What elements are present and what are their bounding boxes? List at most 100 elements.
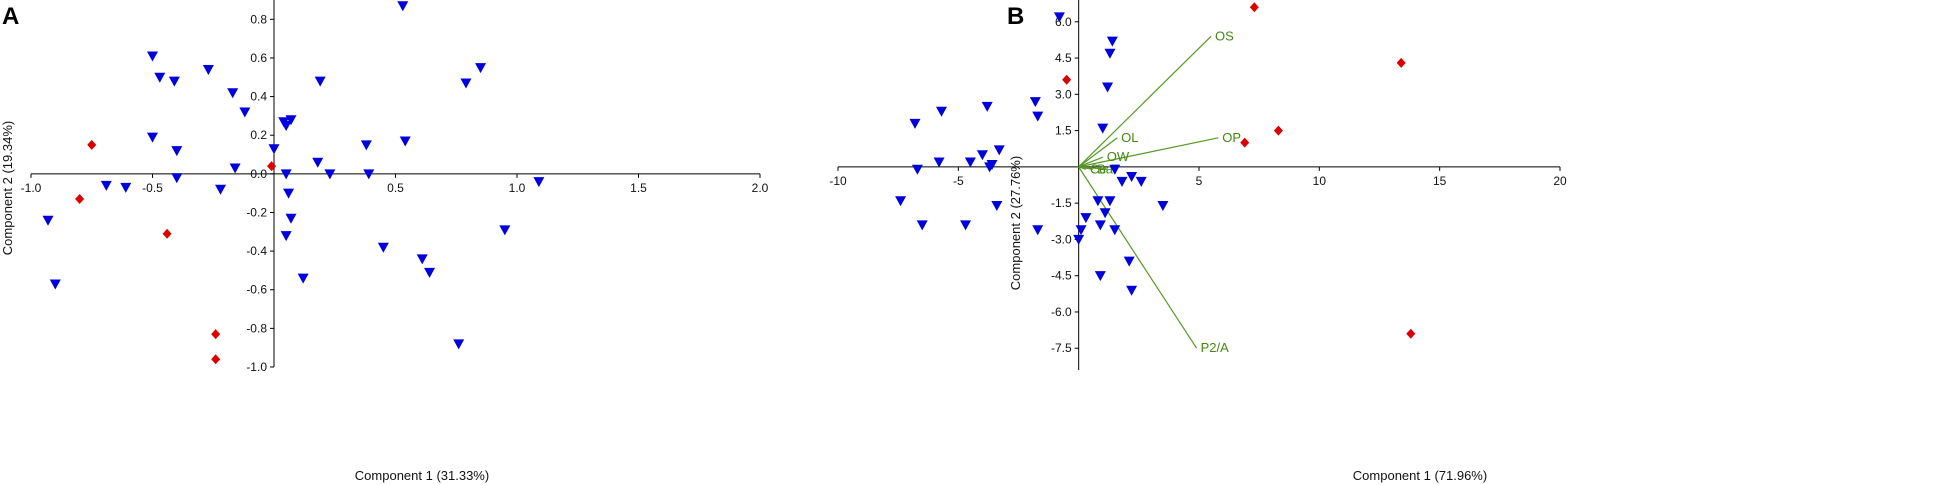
- data-point-triangle: [297, 273, 309, 284]
- x-tick-label: 15: [1433, 174, 1447, 188]
- data-point-triangle: [1116, 176, 1128, 187]
- loading-label: OW: [1107, 149, 1130, 164]
- data-point-triangle: [1135, 176, 1147, 187]
- y-tick-label: -0.4: [246, 244, 267, 258]
- data-point-triangle: [360, 140, 372, 151]
- data-point-triangle: [314, 76, 326, 87]
- loading-label: OS: [1215, 28, 1234, 43]
- loading-label: OL: [1121, 130, 1138, 145]
- data-point-triangle: [1102, 82, 1114, 93]
- y-tick-label: -0.6: [246, 283, 267, 297]
- data-point-triangle: [280, 121, 292, 132]
- data-point-triangle: [1109, 164, 1121, 175]
- x-tick-label: 1.0: [509, 181, 526, 195]
- panel-b: B Component 1 (71.96%) Component 2 (27.7…: [829, 0, 1567, 483]
- y-tick-label: 3.0: [1055, 87, 1072, 101]
- x-tick-label: -5: [953, 174, 964, 188]
- y-axis-title-b: Component 2 (27.76%): [1008, 156, 1023, 290]
- y-tick-label: -4.5: [1051, 269, 1072, 283]
- x-axis-title-a: Component 1 (31.33%): [355, 468, 489, 483]
- x-tick-label: -0.5: [142, 181, 163, 195]
- data-point-triangle: [991, 201, 1003, 212]
- data-point-triangle: [981, 101, 993, 112]
- y-tick-label: -3.0: [1051, 232, 1072, 246]
- data-point-triangle: [147, 132, 158, 143]
- data-point-triangle: [168, 76, 180, 87]
- data-point-triangle: [911, 164, 923, 175]
- data-point-triangle: [933, 157, 945, 168]
- data-point-diamond: [87, 139, 97, 150]
- data-point-triangle: [976, 150, 988, 161]
- y-tick-label: -0.8: [246, 321, 267, 335]
- data-point-triangle: [453, 339, 465, 350]
- data-point-triangle: [935, 106, 947, 117]
- data-point-triangle: [1075, 225, 1087, 236]
- data-point-triangle: [280, 169, 292, 180]
- loading-label: OP: [1222, 130, 1241, 145]
- data-point-triangle: [1123, 256, 1135, 267]
- data-point-triangle: [916, 220, 928, 231]
- data-point-triangle: [229, 163, 241, 174]
- data-point-triangle: [377, 242, 389, 253]
- data-point-triangle: [1094, 271, 1106, 282]
- x-tick-label: -1.0: [21, 181, 42, 195]
- data-point-triangle: [100, 180, 112, 191]
- data-point-diamond: [1273, 125, 1283, 136]
- data-point-triangle: [171, 173, 183, 184]
- loading-vector-os: [1078, 35, 1212, 168]
- data-point-triangle: [1032, 111, 1044, 122]
- y-tick-label: 0.8: [250, 12, 267, 26]
- data-point-diamond: [1062, 74, 1072, 85]
- y-tick-label: 0.0: [250, 167, 267, 181]
- y-tick-label: -6.0: [1051, 305, 1072, 319]
- plot-area-b: -10 -5 5 10 15 206.04.53.01.5-1.5-3.0-4.5-6.0…: [829, 0, 1567, 370]
- data-point-triangle: [1109, 225, 1121, 236]
- data-point-triangle: [283, 188, 295, 199]
- x-tick-label: 2.0: [752, 181, 769, 195]
- data-point-triangle: [147, 51, 158, 62]
- data-point-triangle: [1029, 97, 1041, 108]
- loading-vector-t: [1078, 166, 1108, 170]
- panel-letter-a: A: [2, 3, 19, 30]
- loading-vector-ol: [1078, 137, 1118, 168]
- x-tick-label: 0.5: [387, 181, 404, 195]
- data-point-diamond: [211, 354, 221, 365]
- y-tick-label: 4.5: [1055, 51, 1072, 65]
- y-axis-title-a: Component 2 (19.34%): [0, 121, 15, 255]
- data-point-triangle: [416, 254, 428, 265]
- data-point-triangle: [964, 157, 976, 168]
- data-point-triangle: [324, 169, 336, 180]
- data-point-triangle: [202, 65, 214, 76]
- y-tick-label: -1.5: [1051, 196, 1072, 210]
- data-point-triangle: [960, 220, 972, 231]
- loading-vector-ow: [1078, 156, 1103, 168]
- data-point-diamond: [1406, 328, 1416, 339]
- data-point-diamond: [1249, 2, 1259, 13]
- x-tick-label: 5: [1196, 174, 1203, 188]
- data-point-diamond: [1396, 57, 1406, 68]
- data-point-triangle: [475, 63, 487, 74]
- data-point-triangle: [1104, 196, 1116, 207]
- y-tick-label: -0.2: [246, 205, 267, 219]
- data-point-triangle: [1053, 12, 1065, 23]
- data-point-triangle: [227, 88, 239, 99]
- data-point-triangle: [268, 144, 280, 155]
- data-point-triangle: [1126, 172, 1138, 183]
- panel-letter-b: B: [1007, 3, 1024, 30]
- data-point-triangle: [154, 72, 166, 83]
- data-point-triangle: [1106, 36, 1118, 47]
- loading-vector-op: [1078, 137, 1219, 168]
- data-point-triangle: [285, 115, 297, 126]
- data-point-triangle: [1032, 225, 1044, 236]
- data-point-triangle: [993, 145, 1005, 156]
- data-point-triangle: [1104, 48, 1116, 59]
- plot-area-a: -1.0 -0.5 0.5 1.0 1.5 2.0 0.8 0.6 0.4 0.2 0.0 -0.2 -…: [21, 0, 769, 374]
- data-point-triangle: [397, 1, 409, 12]
- data-point-diamond: [162, 228, 172, 239]
- data-point-diamond: [75, 193, 85, 204]
- data-point-triangle: [1080, 213, 1092, 224]
- x-tick-label: 1.5: [630, 181, 647, 195]
- data-point-triangle: [399, 136, 411, 147]
- data-point-triangle: [312, 157, 324, 168]
- data-point-triangle: [424, 267, 436, 278]
